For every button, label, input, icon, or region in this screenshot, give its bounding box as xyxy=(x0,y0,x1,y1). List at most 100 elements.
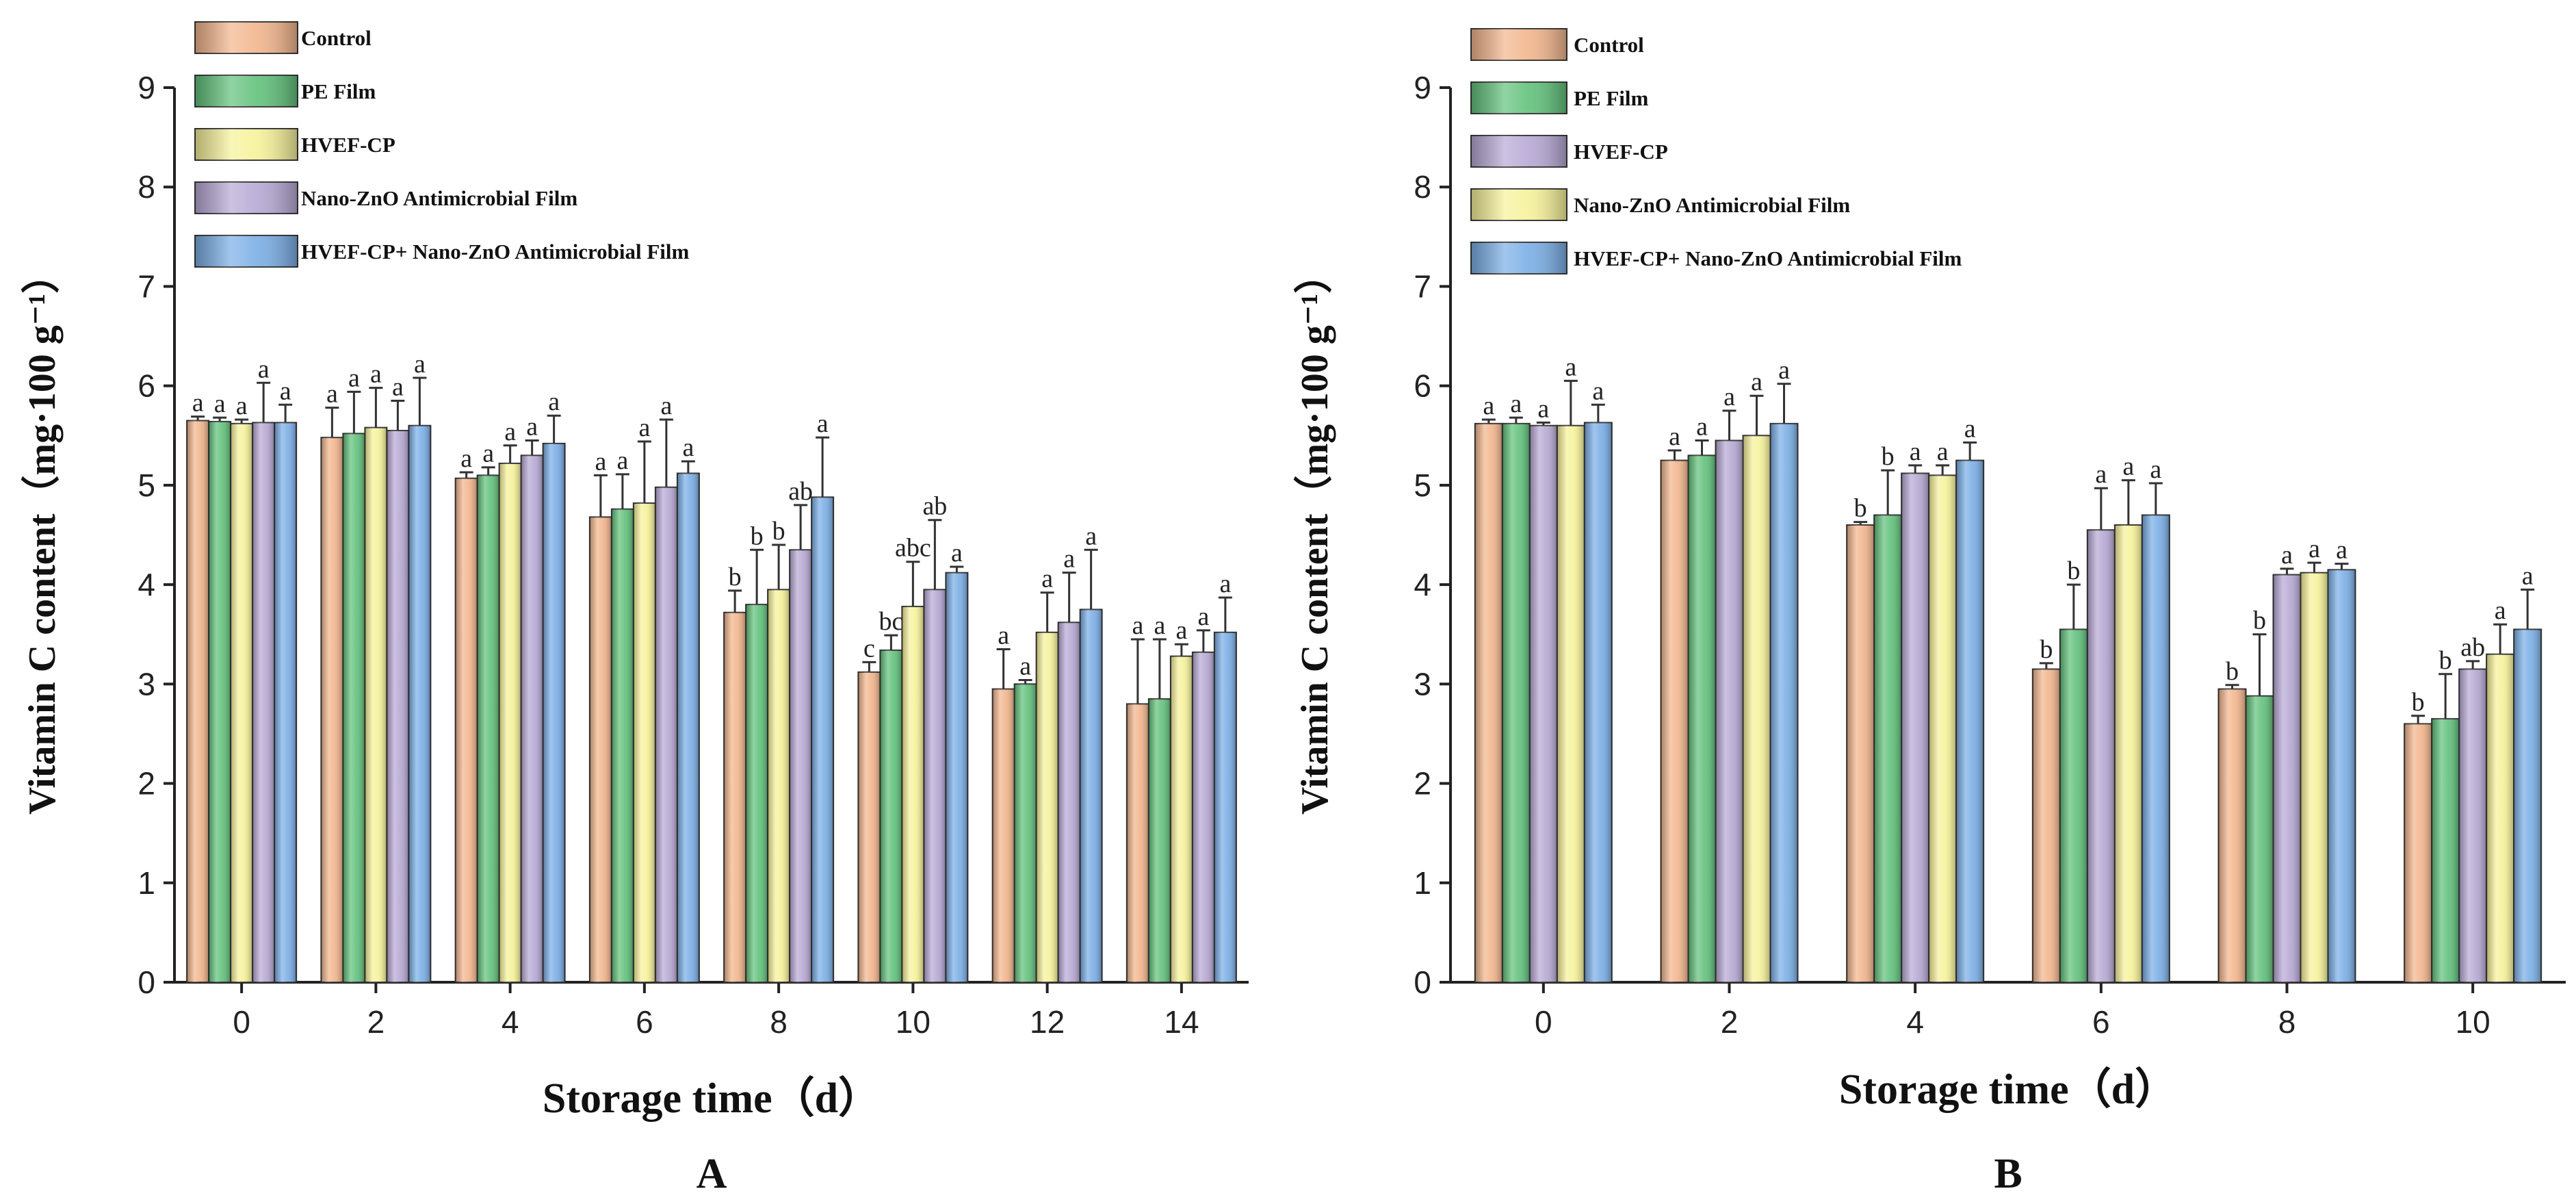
bar-shading xyxy=(2404,723,2432,982)
bar-shading xyxy=(2273,574,2301,982)
legend-label: HVEF-CP+ Nano-ZnO Antimicrobial Film xyxy=(1574,246,1962,270)
significance-label: b xyxy=(2067,556,2080,585)
significance-label: a xyxy=(2308,535,2320,563)
bar-shading xyxy=(655,487,677,982)
significance-label: a xyxy=(1175,616,1187,645)
y-axis-title: Vitamin C content（mg·100 g⁻¹） xyxy=(1293,255,1336,815)
bar-shading xyxy=(768,589,790,982)
significance-label: b xyxy=(2253,606,2266,635)
significance-label: a xyxy=(236,392,248,420)
x-axis-title: Storage time（d） xyxy=(1839,1065,2177,1113)
significance-label: c xyxy=(863,634,875,663)
significance-label: a xyxy=(2122,452,2134,481)
significance-label: a xyxy=(1592,376,1604,405)
significance-label: a xyxy=(998,622,1009,650)
significance-label: a xyxy=(326,380,338,409)
legend-label: Control xyxy=(301,26,372,50)
y-tick-label: 1 xyxy=(1414,865,1431,901)
y-axis-title: Vitamin C content（mg·100 g⁻¹） xyxy=(21,255,64,815)
significance-label: a xyxy=(2495,596,2506,625)
significance-label: a xyxy=(1483,392,1494,420)
bar-shading xyxy=(1170,656,1193,982)
bar-shading xyxy=(1715,440,1743,982)
x-tick-label: 0 xyxy=(233,1004,250,1040)
legend-label: Control xyxy=(1574,33,1644,57)
legend-swatch-shading xyxy=(1471,82,1567,114)
legend-swatch-shading xyxy=(195,235,298,267)
bar-shading xyxy=(1126,704,1149,982)
legend-label: HVEF-CP xyxy=(301,133,395,157)
x-tick-label: 8 xyxy=(770,1004,788,1040)
bar-shading xyxy=(902,606,924,982)
significance-label: a xyxy=(2281,541,2293,569)
bar-shading xyxy=(589,517,612,982)
significance-label: ab xyxy=(2460,633,2485,662)
significance-label: b xyxy=(2226,657,2239,686)
bar-shading xyxy=(2486,654,2514,982)
y-tick-label: 3 xyxy=(138,666,155,702)
bar-shading xyxy=(677,473,699,982)
x-tick-label: 2 xyxy=(1721,1004,1739,1040)
significance-label: a xyxy=(1964,414,1976,443)
significance-label: a xyxy=(2522,561,2534,590)
bar-shading xyxy=(633,503,655,982)
bar-shading xyxy=(1080,609,1102,982)
x-tick-label: 12 xyxy=(1030,1004,1065,1040)
bar-shading xyxy=(1661,460,1689,982)
bar-shading xyxy=(1214,632,1236,982)
bar-shading xyxy=(543,443,565,982)
significance-label: a xyxy=(638,413,650,442)
significance-label: a xyxy=(595,447,606,476)
significance-label: a xyxy=(348,363,360,392)
legend-swatch-shading xyxy=(195,22,298,53)
x-tick-label: 14 xyxy=(1164,1004,1199,1040)
significance-label: bc xyxy=(879,607,903,636)
bar-shading xyxy=(880,650,902,982)
bar-shading xyxy=(521,455,543,982)
x-tick-label: 6 xyxy=(2092,1004,2110,1040)
y-tick-label: 8 xyxy=(1414,169,1431,205)
significance-label: ab xyxy=(788,477,813,506)
y-tick-label: 9 xyxy=(138,70,155,105)
x-tick-label: 10 xyxy=(896,1004,931,1040)
significance-label: b xyxy=(1854,494,1867,523)
significance-label: a xyxy=(1197,602,1209,631)
significance-label: a xyxy=(1778,356,1790,385)
y-tick-label: 5 xyxy=(138,467,155,503)
bar-shading xyxy=(1148,699,1171,982)
legend-label: PE Film xyxy=(301,79,376,103)
bar-shading xyxy=(746,604,768,982)
bar-shading xyxy=(811,497,834,982)
bar-shading xyxy=(209,421,231,982)
significance-label: a xyxy=(1669,422,1680,451)
bar-shading xyxy=(2328,569,2356,982)
significance-label: a xyxy=(460,444,472,473)
bar-shading xyxy=(1688,455,1716,982)
bar-shading xyxy=(611,509,634,982)
bar-shading xyxy=(408,425,431,982)
legend-label: HVEF-CP xyxy=(1574,140,1668,164)
significance-label: b xyxy=(751,522,764,550)
significance-label: a xyxy=(660,392,672,420)
significance-label: a xyxy=(392,372,404,401)
y-tick-label: 4 xyxy=(1414,567,1431,602)
significance-label: a xyxy=(1510,389,1522,418)
significance-label: a xyxy=(817,409,829,438)
x-axis-title: Storage time（d） xyxy=(543,1074,881,1122)
bar-shading xyxy=(2459,669,2487,982)
bar-shading xyxy=(455,478,478,982)
y-tick-label: 2 xyxy=(1414,766,1431,802)
bar-shading xyxy=(2432,719,2460,982)
bar-shading xyxy=(1058,622,1080,982)
bar-shading xyxy=(1014,684,1037,982)
legend-swatch-shading xyxy=(1471,189,1567,220)
bar-shading xyxy=(2246,695,2274,982)
significance-label: b xyxy=(2412,688,2425,717)
legend-swatch-shading xyxy=(195,75,298,107)
bar-shading xyxy=(1557,425,1585,982)
bar-shading xyxy=(2087,530,2115,982)
significance-label: a xyxy=(1565,353,1576,381)
